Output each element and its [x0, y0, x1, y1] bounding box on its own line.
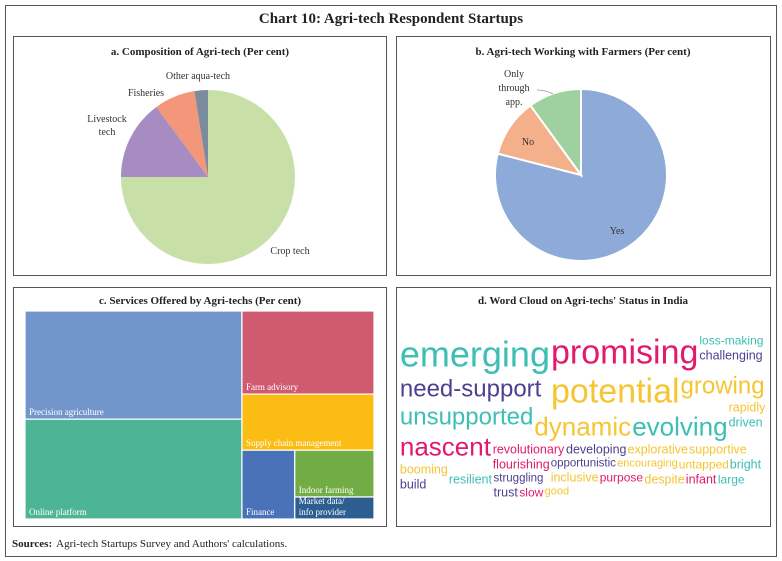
pie-slice-other-aqua-tech: [194, 90, 208, 177]
pie-b-label-app-3: app.: [506, 97, 523, 108]
pie-a-label-livestock-1: Livestock: [87, 114, 126, 125]
word-potential: potential: [551, 373, 680, 411]
word-emerging: emerging: [400, 334, 550, 375]
pie-b-leader-line: [536, 89, 554, 95]
pie-b-label-yes: Yes: [610, 226, 625, 237]
treemap-cell-precision-agriculture: [24, 310, 243, 420]
word-large: large: [718, 473, 745, 487]
sources-note: Sources: Agri-tech Startups Survey and Au…: [12, 538, 287, 550]
word-evolving: evolving: [632, 412, 727, 442]
sources-text: Agri-tech Startups Survey and Authors' c…: [56, 538, 287, 550]
word-need-support: need-support: [400, 376, 542, 403]
word-trust: trust: [494, 486, 519, 500]
word-good: good: [545, 486, 569, 498]
word-supportive: supportive: [689, 443, 747, 457]
word-inclusive: inclusive: [551, 471, 599, 485]
treemap-label-farm-advisory: Farm advisory: [246, 382, 299, 392]
pie-b-label-app-1: Only: [504, 69, 524, 80]
panel-b-title: b. Agri-tech Working with Farmers (Per c…: [476, 46, 691, 58]
word-driven: driven: [729, 416, 763, 430]
pie-b-label-no: No: [522, 137, 534, 148]
word-slow: slow: [519, 486, 543, 500]
word-resilient: resilient: [449, 473, 493, 487]
word-nascent: nascent: [400, 432, 492, 462]
word-despite: despite: [644, 473, 684, 487]
word-promising: promising: [551, 334, 698, 372]
panel-d: d. Word Cloud on Agri-techs' Status in I…: [396, 287, 771, 527]
pie-slice-livestock-tech: [121, 106, 208, 177]
treemap-label-market-data-info-provider: Market data/: [299, 496, 345, 506]
word-build: build: [400, 478, 426, 492]
word-rapidly: rapidly: [729, 401, 767, 415]
word-booming: booming: [400, 463, 448, 477]
word-revolutionary: revolutionary: [493, 443, 565, 457]
panel-d-title: d. Word Cloud on Agri-techs' Status in I…: [478, 295, 689, 307]
pie-slice-only-through-app: [529, 87, 582, 179]
panel-b: b. Agri-tech Working with Farmers (Per c…: [396, 36, 771, 276]
pie-slice-yes: [494, 87, 668, 262]
panel-a-title: a. Composition of Agri-tech (Per cent): [111, 46, 290, 58]
word-opportunistic: opportunistic: [551, 458, 616, 470]
word-unsupported: unsupported: [400, 404, 533, 431]
treemap-cell-finance: [241, 449, 296, 520]
word-bright: bright: [730, 458, 762, 472]
treemap-label-supply-chain-management: Supply chain management: [246, 438, 342, 448]
pie-a-label-other-aqua: Other aqua-tech: [166, 71, 230, 82]
panel-d-border: [396, 287, 771, 527]
word-cloud: dynamic challenging driven revolutionary str…: [400, 334, 766, 500]
panel-a: a. Composition of Agri-tech (Per cent) C…: [13, 36, 387, 276]
treemap-label-precision-agriculture: Precision agriculture: [29, 407, 104, 417]
figure-title: Chart 10: Agri-tech Respondent Startups: [259, 11, 523, 27]
word-infant: infant: [686, 473, 717, 487]
word-growing: growing: [681, 373, 765, 400]
pie-a-label-crop-tech: Crop tech: [270, 246, 309, 257]
word-struggling: struggling: [494, 473, 544, 485]
treemap: Precision agriculture Online platform Farm…: [24, 310, 375, 520]
pie-a-label-livestock-2: tech: [99, 127, 116, 138]
word-developing: developing: [566, 443, 627, 457]
treemap-cell-farm-advisory: [241, 310, 375, 395]
treemap-label-indoor-farming: Indoor farming: [299, 485, 354, 495]
pie-b-slices: [494, 87, 668, 262]
treemap-label-online-platform: Online platform: [29, 507, 87, 517]
pie-a-label-fisheries: Fisheries: [128, 88, 164, 99]
treemap-cell-online-platform: [24, 418, 243, 520]
panel-c-title: c. Services Offered by Agri-techs (Per c…: [99, 295, 301, 307]
word-loss-making: loss-making: [699, 334, 763, 348]
word-flourishing: flourishing: [493, 458, 550, 472]
word-untapped: untapped: [679, 458, 729, 472]
pie-a-slices: [121, 90, 295, 264]
treemap-cell-market-data-info-provider: [294, 496, 375, 520]
panel-c: c. Services Offered by Agri-techs (Per c…: [13, 287, 387, 527]
word-challenging: challenging: [699, 349, 762, 363]
treemap-label-finance: Finance: [246, 507, 275, 517]
word-encouraging: encouraging: [617, 458, 678, 470]
word-dynamic: dynamic: [534, 412, 631, 442]
sources-label: Sources:: [12, 538, 52, 550]
treemap-cell-indoor-farming: [294, 449, 375, 498]
pie-slice-fisheries: [156, 91, 208, 177]
pie-b-label-app-2: through: [498, 83, 529, 94]
word-purpose: purpose: [600, 471, 644, 485]
word-explorative: explorative: [628, 443, 688, 457]
treemap-label-market-data-info-provider: info provider: [299, 507, 346, 517]
